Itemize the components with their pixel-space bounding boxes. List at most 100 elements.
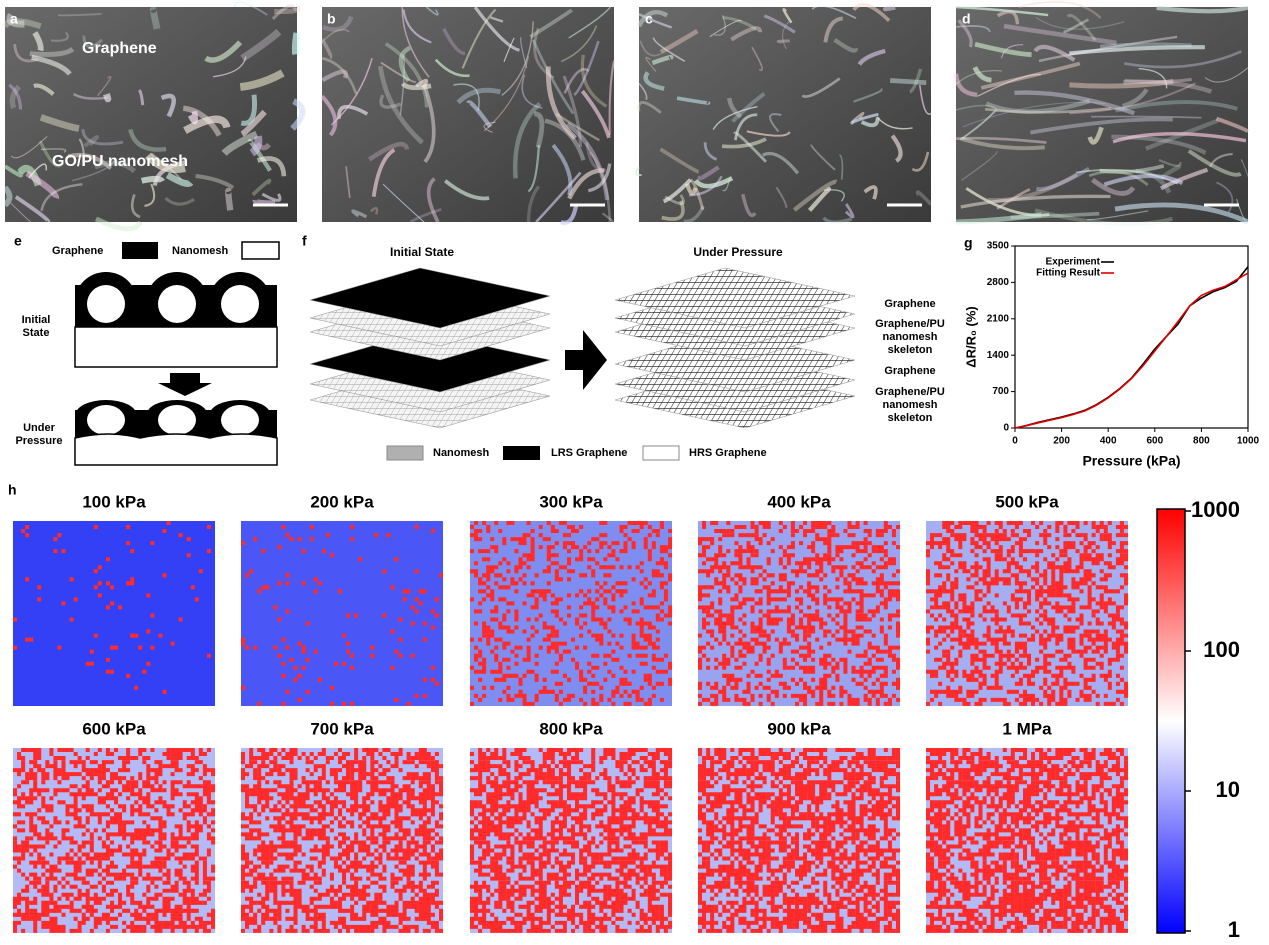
sem-texture — [863, 185, 878, 200]
heatmap-title: 100 kPa — [82, 492, 146, 511]
sem-texture — [703, 142, 718, 161]
legend-swatch — [241, 241, 280, 260]
heatmap-cells — [698, 521, 901, 706]
sem-texture — [652, 37, 686, 63]
mask — [277, 270, 292, 330]
nanomesh-fiber — [158, 285, 196, 323]
legend-label: Nanomesh — [433, 447, 490, 459]
legend-swatch — [122, 242, 158, 259]
legend-swatch — [642, 445, 680, 461]
sem-texture — [635, 166, 642, 177]
sem-texture — [274, 4, 301, 14]
sem-texture — [321, 15, 354, 32]
sem-texture — [225, 187, 234, 211]
sem-texture — [1087, 210, 1149, 221]
stack-title: Initial State — [390, 245, 454, 259]
sem-texture — [792, 179, 838, 212]
sem-texture — [953, 73, 978, 97]
heatmap-title: 200 kPa — [310, 492, 374, 511]
legend-swatch — [386, 445, 424, 461]
sem-texture — [40, 148, 67, 153]
sem-texture — [782, 21, 790, 50]
sem-texture — [251, 178, 272, 197]
data-line — [1014, 272, 1249, 429]
sem-texture — [533, 111, 545, 149]
sem-texture — [637, 101, 662, 114]
heatmap-cells — [926, 521, 1129, 706]
x-tick-label: 200 — [1053, 436, 1070, 447]
sem-texture — [10, 135, 48, 159]
x-tick-label: 1000 — [1237, 436, 1260, 447]
sem-image — [322, 7, 614, 222]
sem-texture — [639, 40, 662, 57]
sem-texture — [321, 28, 350, 43]
layer-sheet — [614, 267, 856, 329]
legend-swatch — [503, 446, 540, 460]
sem-texture — [676, 96, 711, 105]
sem-texture — [587, 163, 612, 193]
sem-texture — [985, 98, 1091, 114]
sem-texture — [844, 203, 855, 219]
sem-texture — [1033, 44, 1076, 62]
colorbar-tick-label: 10 — [1216, 777, 1240, 802]
heatmap-cells — [470, 748, 673, 933]
sem-texture — [1156, 5, 1249, 14]
x-tick-label: 600 — [1146, 436, 1163, 447]
sem-texture — [94, 216, 143, 232]
sem-texture — [713, 14, 726, 36]
sem-texture — [442, 28, 466, 56]
sem-texture — [568, 6, 611, 39]
x-tick-label: 400 — [1100, 436, 1117, 447]
sem-texture — [8, 83, 23, 110]
sem-texture — [977, 73, 1041, 97]
nanomesh-fiber — [87, 285, 125, 323]
sem-texture — [567, 168, 605, 200]
sem-texture — [1209, 153, 1233, 168]
colorbar-tick-label: 1 — [1228, 917, 1240, 942]
sem-texture — [28, 163, 48, 179]
sem-texture — [961, 150, 998, 181]
sem-texture — [722, 178, 731, 192]
colorbar-tick-label: 1000 — [1191, 497, 1240, 522]
y-tick-label: 0 — [1003, 423, 1009, 434]
sem-texture — [955, 5, 1049, 17]
state-label: Under Pressure — [15, 422, 63, 447]
sem-texture — [722, 15, 757, 31]
sem-texture — [461, 8, 497, 69]
nanomesh-fiber — [221, 405, 259, 435]
layer-label: Graphene/PU nanomesh skeleton — [875, 318, 945, 356]
sem-texture — [503, 37, 515, 63]
heatmaps: 100 kPa 200 kPa 300 kPa 400 kPa 500 kPa 600 k… — [13, 492, 1240, 942]
sem-texture — [144, 152, 186, 173]
y-axis-label: ΔR/R₀ (%) — [963, 306, 978, 367]
sem-texture — [955, 25, 991, 33]
sem-texture — [731, 92, 766, 123]
sem-texture — [130, 194, 141, 219]
sem-texture — [776, 39, 790, 44]
sem-texture — [1216, 181, 1234, 213]
sem-texture — [782, 8, 793, 24]
heatmap-title: 900 kPa — [767, 719, 831, 738]
sem-texture — [822, 216, 853, 224]
sem-texture — [9, 84, 22, 109]
sem-texture — [727, 97, 743, 119]
nanomesh-fiber — [87, 405, 125, 435]
sem-texture — [955, 212, 1042, 225]
sem-texture — [1010, 211, 1100, 220]
sem-texture — [1112, 131, 1247, 144]
sem-texture — [291, 32, 301, 55]
sem-texture — [1145, 118, 1219, 151]
heatmap-cells — [13, 748, 216, 933]
sem-texture — [811, 4, 857, 20]
sem-texture — [221, 130, 259, 156]
sem-texture — [1069, 78, 1174, 89]
sem-texture — [31, 54, 72, 76]
sem-texture — [761, 151, 800, 175]
sem-texture — [1114, 202, 1250, 225]
legend-label: Experiment — [1046, 257, 1101, 268]
substrate — [74, 326, 278, 368]
sem-texture — [425, 6, 439, 16]
sem-texture — [560, 205, 579, 225]
sem-texture — [320, 38, 333, 60]
